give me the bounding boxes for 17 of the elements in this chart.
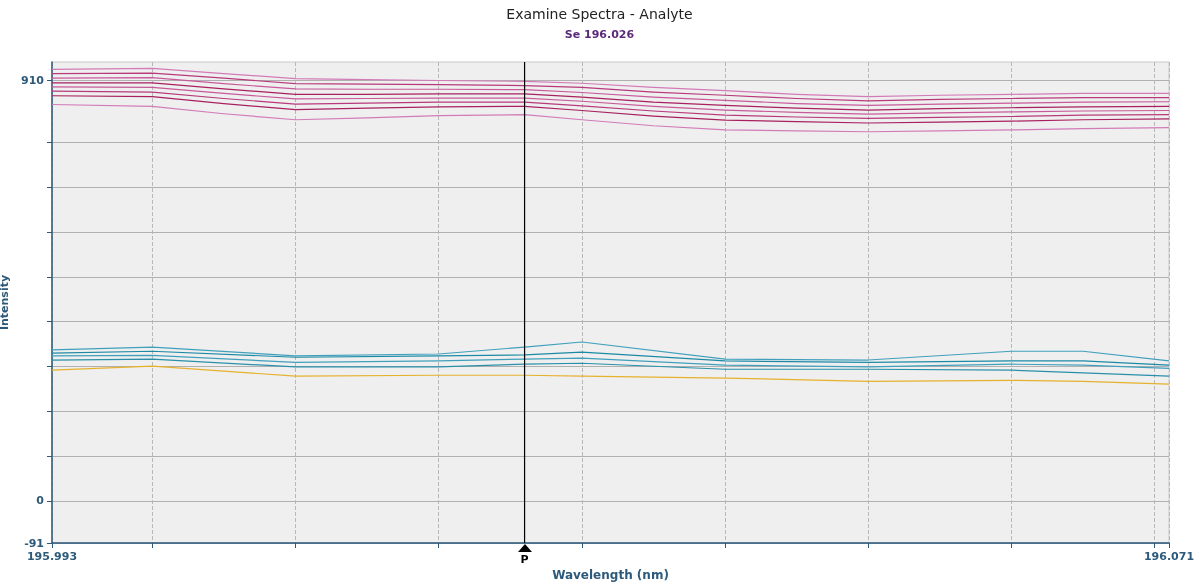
chart-subtitle: Se 196.026 xyxy=(564,28,635,41)
x-tick-label: 195.993 xyxy=(26,550,78,563)
y-axis-title: Intensity xyxy=(0,274,12,331)
x-tick-label: 196.071 xyxy=(1143,550,1195,563)
ref-line-label: P xyxy=(519,553,530,566)
y-tick-label: 0 xyxy=(36,494,45,508)
y-tick-label: -91 xyxy=(24,536,44,550)
line-series xyxy=(51,95,1170,124)
line-series xyxy=(51,354,1170,369)
line-series xyxy=(51,358,1170,377)
line-series xyxy=(51,103,1170,133)
x-axis-title: Wavelength (nm) xyxy=(552,568,669,582)
line-series xyxy=(51,350,1170,366)
y-tick-label: 910 xyxy=(21,73,45,87)
line-series xyxy=(51,341,1170,362)
line-series xyxy=(51,365,1170,385)
chart-title: Examine Spectra - Analyte xyxy=(506,6,693,22)
